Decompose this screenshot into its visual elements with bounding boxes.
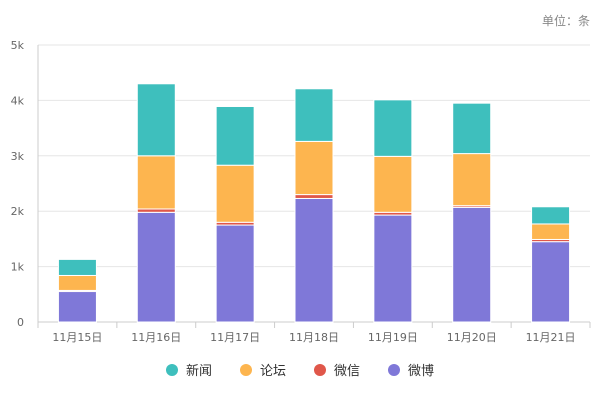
y-tick-label: 5k [11,39,25,52]
legend-marker-wechat [314,363,326,376]
bar-3-1 [136,83,176,157]
x-tick-label: 11月19日 [368,331,418,344]
bar-0-4 [373,214,413,323]
bar-3-0 [57,258,97,276]
bar-3-3 [294,88,334,142]
bar-2-6 [531,223,571,240]
bar-3-2 [215,105,255,166]
unit-label: 单位：条 [541,14,590,28]
x-tick-label: 11月18日 [289,331,339,344]
y-tick-label: 1k [11,261,25,274]
y-tick-label: 4k [11,94,25,107]
y-tick-label: 2k [11,205,25,218]
legend-marker-forum [239,363,252,376]
bar-2-2 [215,164,255,223]
legend-label-weibo: 微博 [408,364,435,379]
y-tick-label: 3k [11,150,25,163]
chart-legend: 新闻 论坛 微信 微博 [0,360,600,379]
bar-1-3 [294,194,334,199]
bar-0-5 [452,206,492,323]
x-tick-label: 11月17日 [210,331,260,344]
bar-3-5 [452,102,492,155]
bar-0-1 [136,211,176,323]
legend-label-wechat: 微信 [334,364,361,379]
bar-2-3 [294,140,334,196]
legend-label-news: 新闻 [185,364,212,379]
bar-2-0 [57,274,97,291]
bar-0-3 [294,197,334,323]
x-tick-label: 11月16日 [131,331,181,344]
legend-marker-weibo [388,363,401,376]
legend-item-forum[interactable]: 论坛 [239,360,286,379]
bar-3-6 [531,206,571,225]
x-tick-label: 11月20日 [447,331,497,344]
bar-0-6 [531,241,571,323]
x-tick-label: 11月21日 [526,331,576,344]
legend-label-forum: 论坛 [259,364,286,379]
y-tick-label: 0 [17,316,24,329]
legend-item-wechat[interactable]: 微信 [314,360,360,379]
bar-0-0 [57,291,97,323]
bar-2-5 [452,153,492,207]
x-tick-label: 11月15日 [52,331,102,344]
bar-2-4 [373,155,413,213]
bar-0-2 [215,224,255,323]
bar-2-1 [136,155,176,210]
legend-item-news[interactable]: 新闻 [165,360,212,379]
bar-3-4 [373,99,413,157]
legend-marker-news [165,363,178,376]
legend-item-weibo[interactable]: 微博 [388,360,434,379]
